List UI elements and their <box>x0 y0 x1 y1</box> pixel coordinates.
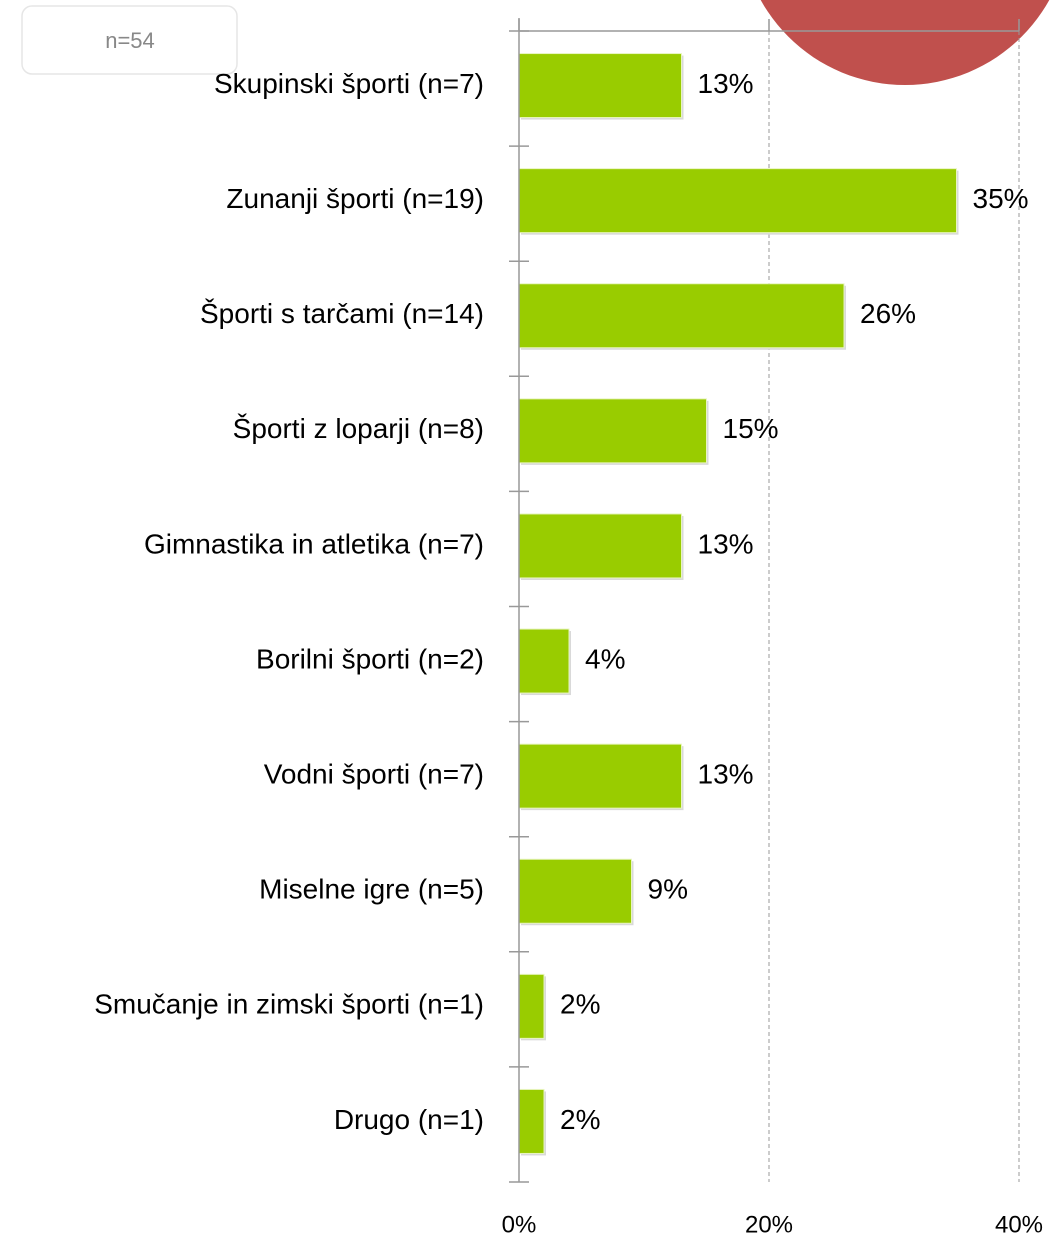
decoration-circle <box>760 0 1050 85</box>
value-label: 13% <box>698 68 754 99</box>
value-label: 9% <box>648 874 688 905</box>
y-tick-label: Skupinski športi (n=7) <box>214 68 484 99</box>
x-tick-label: 20% <box>745 1211 793 1238</box>
y-tick-label: Vodni športi (n=7) <box>264 759 484 790</box>
value-label: 2% <box>560 1104 600 1135</box>
value-label: 4% <box>585 643 625 674</box>
value-label: 35% <box>973 183 1029 214</box>
bar <box>518 1088 545 1154</box>
bar <box>518 628 570 694</box>
x-tick-label: 40% <box>995 1211 1043 1238</box>
y-tick-label: Športi s tarčami (n=14) <box>200 298 484 329</box>
bar <box>518 283 845 349</box>
y-tick-label: Gimnastika in atletika (n=7) <box>144 528 484 559</box>
bar <box>518 513 682 579</box>
value-label: 2% <box>560 989 600 1020</box>
y-tick-label: Borilni športi (n=2) <box>256 643 484 674</box>
bar <box>518 398 707 464</box>
bar <box>518 858 632 924</box>
value-label: 26% <box>860 298 916 329</box>
bar <box>518 168 957 234</box>
value-label: 15% <box>723 413 779 444</box>
bar <box>518 53 682 119</box>
value-label: 13% <box>698 759 754 790</box>
value-label: 13% <box>698 528 754 559</box>
bar <box>518 973 545 1039</box>
y-tick-label: Drugo (n=1) <box>334 1104 484 1135</box>
bar <box>518 743 682 809</box>
x-tick-label: 0% <box>502 1211 537 1238</box>
annotation-box <box>21 5 238 75</box>
y-tick-label: Zunanji športi (n=19) <box>226 183 484 214</box>
annotation: n=54 <box>105 28 155 53</box>
y-tick-label: Smučanje in zimski športi (n=1) <box>94 989 484 1020</box>
y-tick-label: Miselne igre (n=5) <box>259 874 484 905</box>
y-tick-label: Športi z loparji (n=8) <box>233 413 484 444</box>
